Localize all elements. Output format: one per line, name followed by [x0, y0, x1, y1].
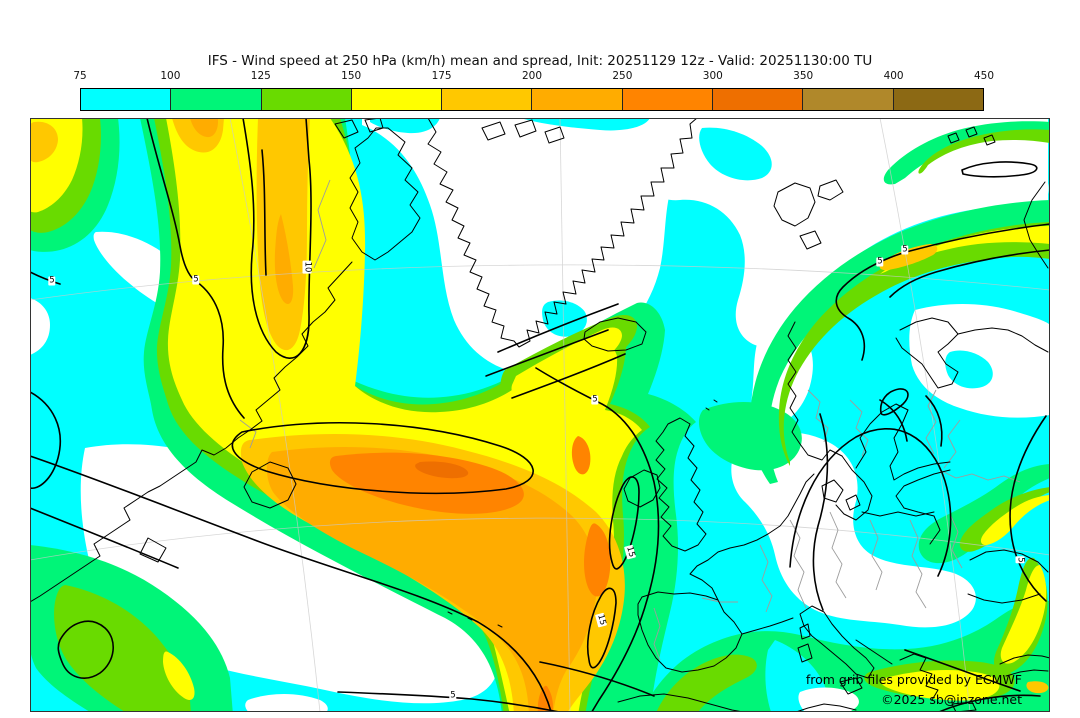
colorbar-tick-125: 125	[250, 70, 271, 82]
colorbar-tick-300: 300	[702, 70, 723, 82]
colorbar-tick-450: 450	[973, 70, 995, 82]
colorbar-tick-75: 75	[73, 70, 87, 82]
map-svg	[30, 118, 1050, 712]
coastlines	[30, 118, 1050, 712]
credit-source: from grib files provided by ECMWF	[805, 672, 1022, 687]
field-cyan-details	[370, 118, 993, 389]
field-below75	[30, 118, 1050, 712]
colorbar-segment-300-350	[713, 89, 804, 110]
field-orange-cores	[329, 436, 611, 712]
colorbar-segment-200-250	[532, 89, 623, 110]
colorbar-segment-100-125	[171, 89, 262, 110]
colorbar-segment-75-100	[81, 89, 172, 110]
credit-copyright: ©2025 sb@inzone.net	[881, 692, 1022, 707]
map-frame	[30, 118, 1050, 712]
colorbar-segment-250-300	[622, 89, 714, 110]
graticule	[30, 118, 1050, 712]
colorbar-segment-400-450	[893, 89, 983, 110]
colorbar-tick-100: 100	[160, 70, 181, 82]
colorbar-segment-350-400	[803, 89, 894, 110]
colorbar-tick-200: 200	[521, 70, 543, 82]
colorbar-tick-350: 350	[793, 70, 814, 82]
colorbar-segment-175-200	[442, 89, 533, 110]
spread-contours	[30, 118, 1050, 712]
page-title: IFS - Wind speed at 250 hPa (km/h) mean …	[207, 53, 873, 69]
wind-speed-map	[30, 118, 1050, 712]
colorbar-tick-400: 400	[883, 70, 904, 82]
field-orange	[190, 118, 598, 712]
colorbar-tick-175: 175	[431, 70, 452, 82]
colorbar-segment-150-175	[351, 89, 443, 110]
colorbar: 75 100 125 150 175 200 250 300 350 400 450	[73, 70, 994, 112]
field-med-details	[765, 640, 859, 712]
colorbar-bar	[80, 88, 984, 111]
colorbar-tick-150: 150	[341, 70, 362, 82]
colorbar-ticks: 75 100 125 150 175 200 250 300 350 400 450	[73, 70, 994, 86]
colorbar-segment-125-150	[261, 89, 352, 110]
colorbar-tick-250: 250	[612, 70, 633, 82]
